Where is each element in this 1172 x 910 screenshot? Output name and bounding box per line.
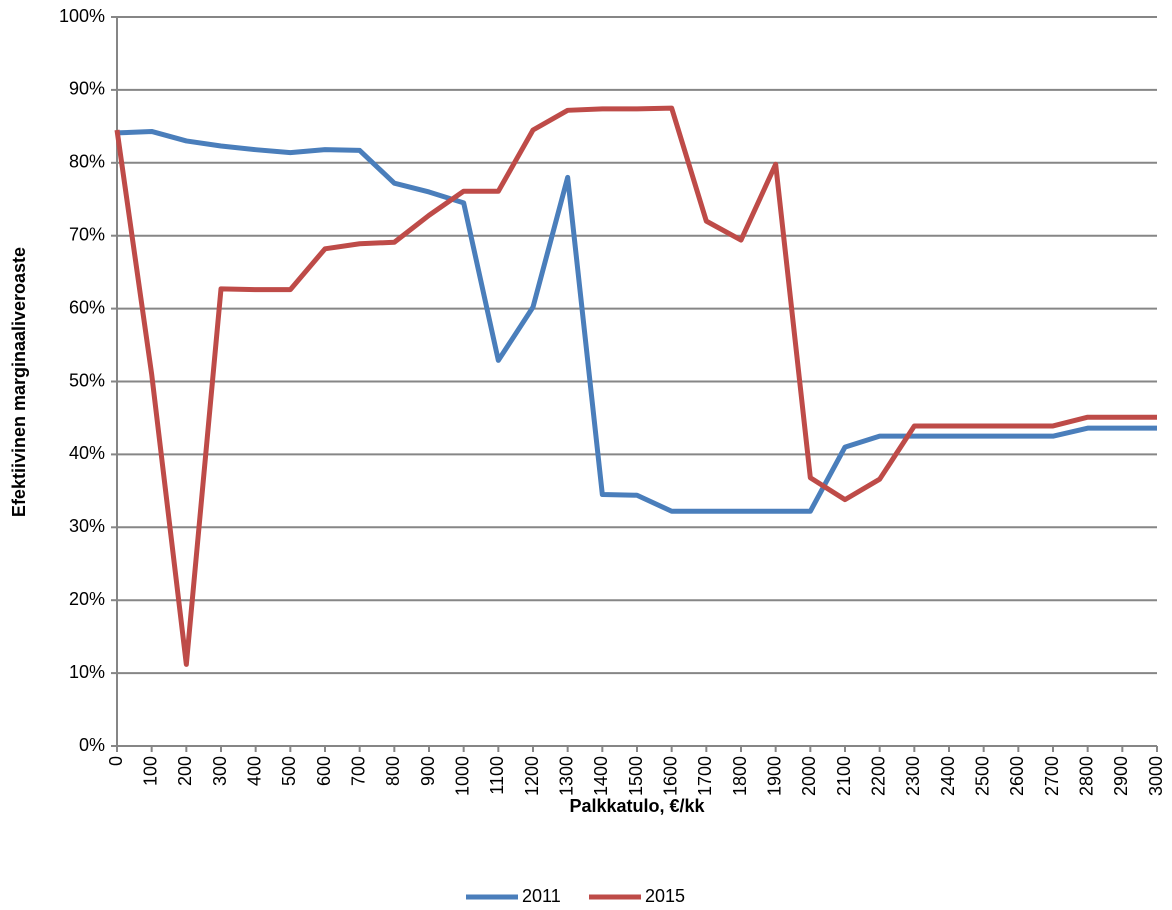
x-tick-label: 1800 [730,756,750,796]
y-tick-label: 30% [69,516,105,536]
x-tick-label: 400 [244,756,264,786]
x-tick-label: 3000 [1146,756,1166,796]
x-tick-label: 1700 [695,756,715,796]
x-tick-label: 1400 [591,756,611,796]
legend-label: 2011 [522,886,561,906]
y-axis-label: Efektiivinen marginaaliveroaste [9,247,29,517]
x-tick-label: 2400 [938,756,958,796]
x-tick-label: 0 [106,756,126,766]
x-tick-label: 2200 [868,756,888,796]
y-tick-label: 40% [69,443,105,463]
y-tick-label: 60% [69,297,105,317]
x-tick-label: 100 [140,756,160,786]
x-tick-label: 2900 [1111,756,1131,796]
y-tick-label: 80% [69,152,105,172]
x-tick-label: 2800 [1076,756,1096,796]
line-series [114,105,1157,667]
x-tick-label: 1200 [522,756,542,796]
x-tick-label: 2600 [1007,756,1027,796]
x-tick-label: 2000 [799,756,819,796]
y-tick-label: 70% [69,224,105,244]
y-tick-label: 50% [69,370,105,390]
x-tick-label: 700 [348,756,368,786]
x-tick-label: 300 [210,756,230,786]
x-tick-label: 900 [418,756,438,786]
x-tick-label: 1900 [764,756,784,796]
y-tick-label: 0% [79,735,105,755]
x-axis-label: Palkkatulo, €/kk [569,796,705,816]
y-tick-label: 100% [59,6,105,26]
y-tick-label: 90% [69,79,105,99]
x-tick-label: 600 [314,756,334,786]
x-tick-label: 1600 [660,756,680,796]
y-tick-label: 20% [69,589,105,609]
legend-label: 2015 [645,886,685,906]
x-tick-label: 200 [175,756,195,786]
x-tick-label: 1000 [452,756,472,796]
y-tick-label: 10% [69,662,105,682]
x-tick-label: 800 [383,756,403,786]
x-tick-label: 2300 [903,756,923,796]
x-tick-label: 500 [279,756,299,786]
x-tick-label: 2700 [1042,756,1062,796]
x-tick-label: 2500 [972,756,992,796]
x-tick-label: 1500 [626,756,646,796]
x-tick-label: 2100 [834,756,854,796]
line-series [116,128,1157,514]
x-tick-label: 1300 [556,756,576,796]
x-tick-label: 1100 [487,756,507,795]
